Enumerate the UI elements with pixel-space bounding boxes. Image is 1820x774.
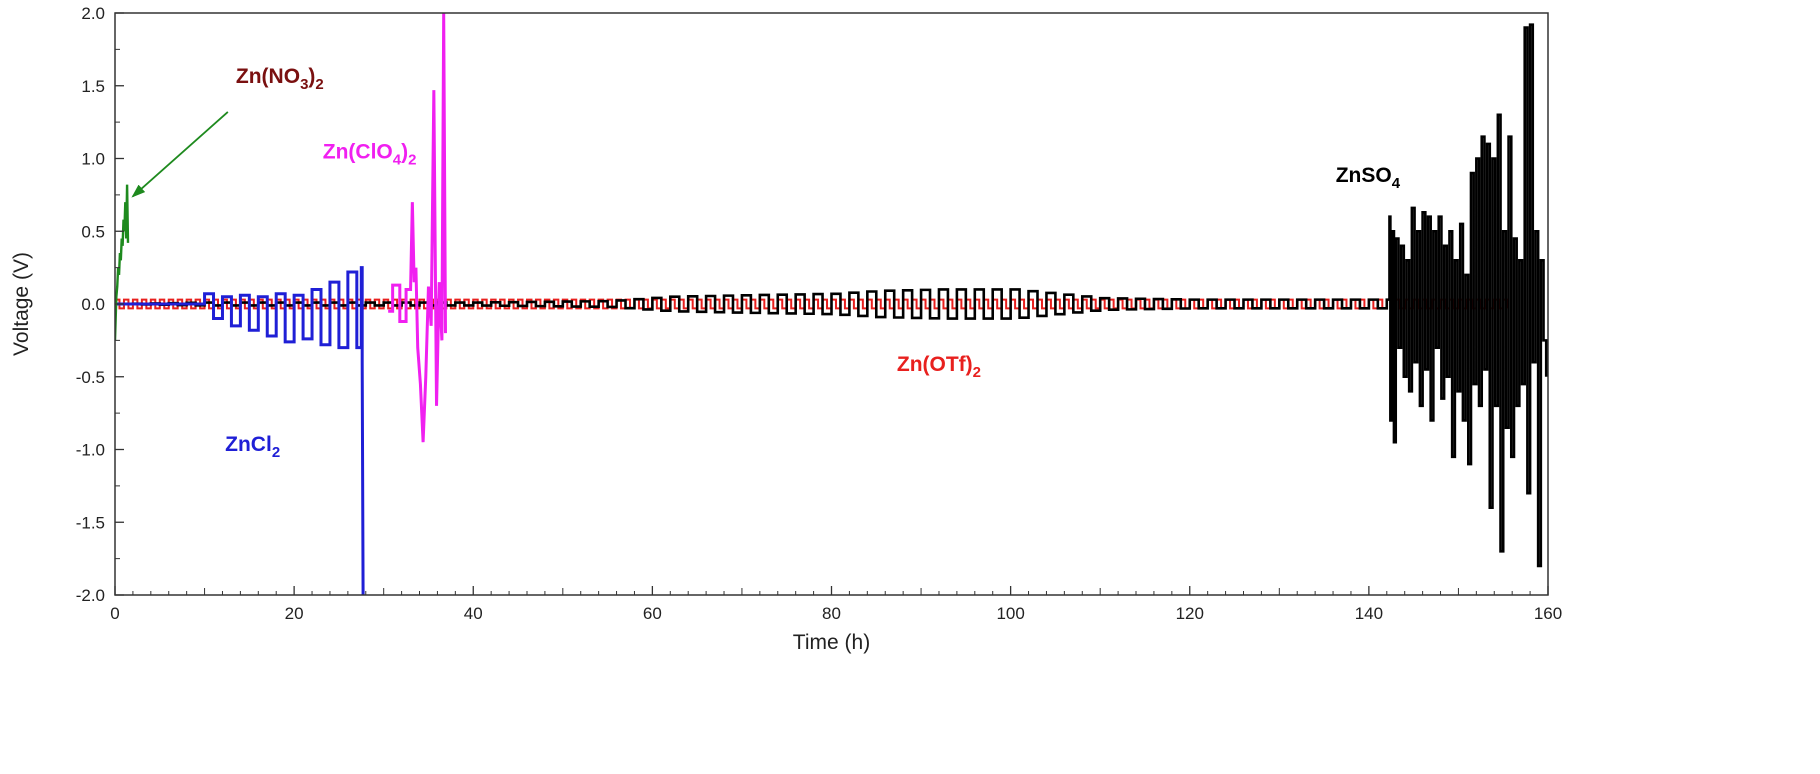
y-tick-label: 2.0: [81, 4, 105, 23]
x-tick-label: 100: [996, 604, 1024, 623]
ann-nitrate-sub1: 3: [300, 76, 308, 93]
x-tick-label: 80: [822, 604, 841, 623]
x-axis-label: Time (h): [793, 631, 870, 654]
ann-perchlorate-label: Zn(ClO4)2: [323, 141, 417, 169]
ann-perchlorate-base: Zn(ClO: [323, 141, 393, 164]
y-tick-label: 1.0: [81, 150, 105, 169]
ann-triflate-sub2: 2: [973, 364, 981, 381]
ann-nitrate-base: Zn(NO: [236, 65, 300, 88]
ann-triflate-label: Zn(OTf)2: [897, 353, 981, 381]
ann-sulfate-sub1: 4: [1392, 175, 1401, 192]
ann-perchlorate-mid: ): [401, 141, 408, 164]
series-znotf2-line: [115, 298, 1509, 310]
ann-nitrate-sub2: 2: [315, 76, 323, 93]
ann-chloride-label: ZnCl2: [225, 433, 280, 461]
y-tick-label: 1.5: [81, 77, 105, 96]
ann-chloride-sub2: 2: [272, 444, 280, 461]
x-tick-label: 20: [285, 604, 304, 623]
series-zncl2-line: [115, 266, 365, 595]
x-tick-label: 160: [1534, 604, 1562, 623]
y-tick-label: -1.5: [76, 513, 105, 532]
y-tick-label: -2.0: [76, 586, 105, 605]
ann-nitrate-mid: ): [308, 65, 315, 88]
x-tick-label: 120: [1176, 604, 1204, 623]
ann-chloride-base: ZnCl: [225, 433, 272, 456]
x-tick-label: 60: [643, 604, 662, 623]
ann-perchlorate-sub2: 2: [408, 152, 416, 169]
x-tick-label: 140: [1355, 604, 1383, 623]
series-znso4-line: [115, 23, 1548, 568]
x-tick-label: 40: [464, 604, 483, 623]
ann-sulfate-label: ZnSO4: [1336, 164, 1401, 192]
y-tick-label: 0.5: [81, 222, 105, 241]
ann-triflate-base: Zn(OTf): [897, 353, 973, 376]
annotation-arrow: [131, 111, 229, 198]
y-tick-label: -1.0: [76, 441, 105, 460]
series-znno3-line: [115, 184, 130, 341]
ann-nitrate-label: Zn(NO3)2: [236, 65, 324, 93]
y-axis-label: Voltage (V): [10, 252, 33, 356]
series-znclo4-line: [388, 13, 447, 443]
x-tick-label: 0: [110, 604, 119, 623]
y-tick-label: -0.5: [76, 368, 105, 387]
ann-perchlorate-sub1: 4: [393, 152, 402, 169]
series-layer: [115, 13, 1548, 595]
axes-layer: 0 20 40 60 80 100 120 140 160 -2.0 -1.5 -1.0 -0.5 0.0…: [76, 4, 1562, 623]
ann-sulfate-base: ZnSO: [1336, 164, 1392, 187]
y-tick-label: 0.0: [81, 295, 105, 314]
